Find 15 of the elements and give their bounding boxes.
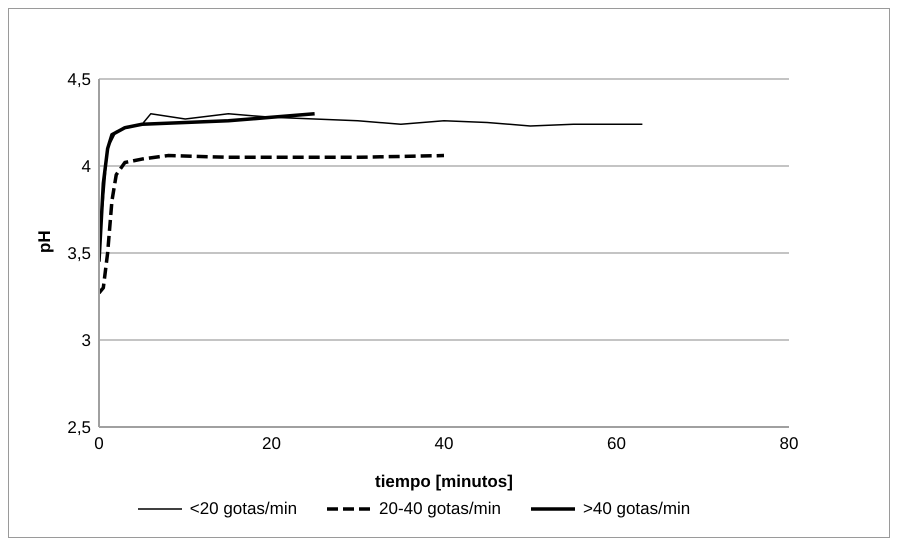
x-tick-label: 0 <box>94 434 104 453</box>
x-tick-label: 20 <box>262 434 281 453</box>
y-tick-label: 3,5 <box>67 244 91 264</box>
y-axis-title: pH <box>35 230 54 253</box>
x-tick-label: 40 <box>434 434 454 453</box>
legend-label: >40 gotas/min <box>582 499 690 519</box>
x-axis-title: tiempo [minutos] <box>375 472 513 491</box>
x-tick-label: 60 <box>607 434 626 453</box>
y-tick-label: 4,5 <box>67 70 91 90</box>
legend-label: <20 gotas/min <box>188 499 298 519</box>
x-tick-label: 80 <box>780 434 798 453</box>
y-tick-label: 4 <box>82 157 91 176</box>
legend-label: 20-40 gotas/min <box>378 499 501 519</box>
y-tick-label: 2,5 <box>67 418 91 438</box>
y-tick-label: 3 <box>82 331 91 350</box>
